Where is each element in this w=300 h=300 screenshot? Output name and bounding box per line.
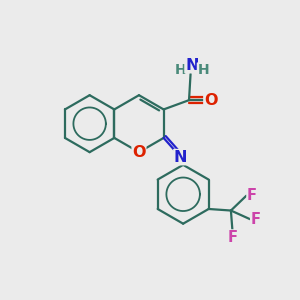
Text: N: N: [185, 58, 199, 73]
Text: F: F: [251, 212, 261, 227]
Text: O: O: [204, 93, 218, 108]
Text: O: O: [132, 145, 146, 160]
Text: H: H: [175, 63, 186, 77]
Text: H: H: [197, 63, 209, 77]
Text: N: N: [174, 150, 188, 165]
Text: F: F: [247, 188, 257, 203]
Text: F: F: [228, 230, 238, 245]
